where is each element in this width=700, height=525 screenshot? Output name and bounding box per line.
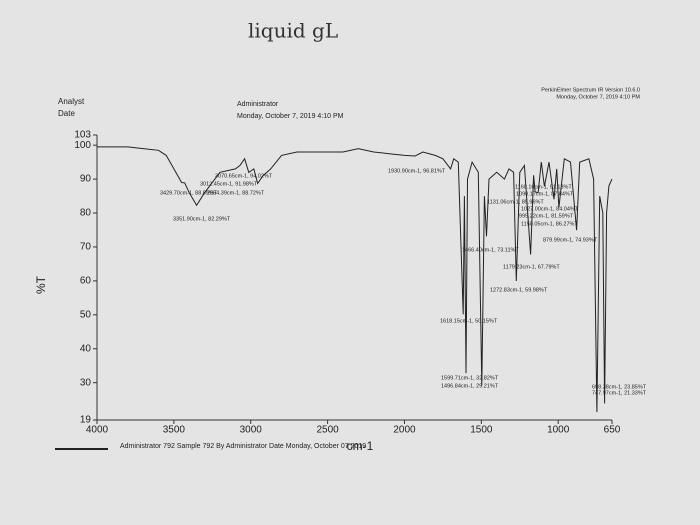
- x-tick-label: 3000: [240, 425, 263, 436]
- peak-label: 1131.06cm-1, 85.96%T: [487, 199, 544, 205]
- spectrum-line: [97, 146, 613, 413]
- x-tick-label: 2500: [316, 425, 339, 436]
- y-tick-label: 100: [74, 140, 91, 151]
- x-tick-label: 650: [604, 425, 621, 436]
- peak-label: 3429.70cm-1, 88.89%T: [160, 190, 218, 196]
- analyst: Administrator: [237, 101, 279, 108]
- analyst-label: Analyst: [58, 97, 85, 106]
- x-tick-label: 1500: [470, 425, 493, 436]
- peak-label: 2954.39cm-1, 88.72%T: [207, 190, 265, 196]
- date-label: Date: [58, 109, 75, 118]
- peak-label: 1618.15cm-1, 50.15%T: [440, 318, 498, 324]
- y-axis-label: %T: [34, 275, 48, 294]
- peak-label: 3351.90cm-1, 82.29%T: [173, 216, 231, 222]
- y-tick-label: 70: [80, 242, 92, 253]
- peak-label: 1090.17cm-1, 87.84%T: [516, 191, 574, 197]
- y-tick-label: 19: [80, 415, 92, 426]
- x-axis-label: cm-1: [347, 439, 374, 453]
- peak-label: 995.22cm-1, 81.59%T: [519, 213, 574, 219]
- date: Monday, October 7, 2019 4:10 PM: [237, 113, 344, 120]
- y-tick-label: 30: [80, 377, 92, 388]
- peak-label: 879.99cm-1, 74.93%T: [543, 237, 598, 243]
- software: PerkinElmer Spectrum IR Version 10.6.0: [541, 87, 640, 93]
- peak-label: 1466.40cm-1, 73.11%T: [462, 247, 519, 253]
- x-tick-label: 3500: [163, 425, 186, 436]
- x-tick-label: 2000: [393, 425, 416, 436]
- peak-label: 1272.83cm-1, 59.98%T: [490, 287, 548, 293]
- x-tick-label: 4000: [86, 425, 109, 436]
- x-tick-label: 1000: [547, 425, 570, 436]
- peak-label: 1179.23cm-1, 67.79%T: [503, 264, 560, 270]
- y-tick-label: 90: [80, 174, 92, 185]
- peak-label: 1160.16cm-1, 91.13%T: [515, 184, 572, 190]
- peak-label: 698.38cm-1, 23.85%T: [592, 384, 647, 390]
- y-tick-label: 80: [80, 208, 92, 219]
- handwritten-note: liquid gL: [248, 19, 338, 43]
- peak-label: 3012.45cm-1, 91.98%T: [200, 181, 258, 187]
- software-date: Monday, October 7, 2019 4:10 PM: [556, 94, 640, 100]
- y-tick-label: 50: [80, 309, 92, 320]
- peak-label: 747.97cm-1, 21.33%T: [592, 390, 647, 396]
- y-tick-label: 103: [74, 130, 91, 141]
- peak-label: 3070.65cm-1, 94.02%T: [215, 173, 273, 179]
- peak-label: 1150.05cm-1, 86.27%T: [521, 221, 578, 227]
- y-tick-label: 60: [80, 276, 92, 287]
- peak-label: 1930.90cm-1, 96.81%T: [388, 168, 446, 174]
- peak-label: 1027.00cm-1, 84.04%T: [521, 206, 579, 212]
- peak-label: 1496.84cm-1, 29.21%T: [441, 383, 499, 389]
- y-tick-label: 40: [80, 343, 92, 354]
- footer: Administrator 792 Sample 792 By Administ…: [120, 443, 366, 450]
- peak-label: 1599.71cm-1, 32.82%T: [441, 375, 499, 381]
